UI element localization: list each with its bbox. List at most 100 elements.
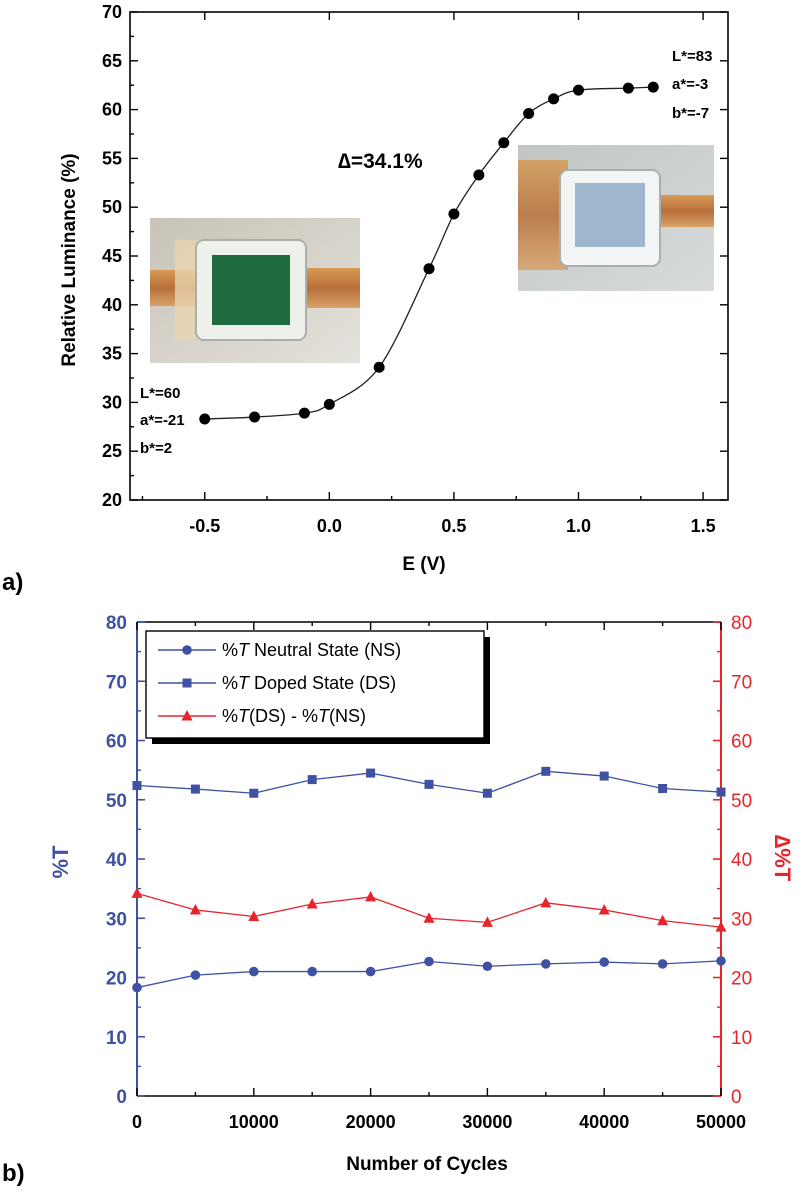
chart-a-ytick-label: 55 [102, 148, 122, 168]
chart-a-point [199, 413, 211, 425]
chart-a-ytick-label: 40 [102, 295, 122, 315]
chart-b-xtick-label: 10000 [229, 1112, 279, 1132]
chart-b-ytick-label-left: 70 [106, 672, 127, 693]
legend-label: %T Doped State (DS) [222, 673, 396, 693]
chart-b-point [366, 768, 376, 778]
chart-b-ytick-label-left: 30 [106, 909, 127, 930]
chart-b-point [715, 921, 727, 932]
chart-a-ytick-label: 20 [102, 490, 122, 510]
chart-b-point [482, 788, 492, 798]
chart-b-point [249, 788, 259, 798]
legend-marker [182, 678, 192, 688]
chart-b-xtick-label: 20000 [346, 1112, 396, 1132]
legend-label: %T Neutral State (NS) [222, 640, 401, 660]
chart-b-ytick-label-left: 80 [106, 613, 127, 634]
chart-a-xtick-label: -0.5 [189, 516, 220, 536]
chart-b-ytick-label-left: 20 [106, 969, 127, 990]
annotation-neutral-b: b*=2 [140, 440, 172, 457]
chart-b-ytick-label-right: 0 [731, 1087, 742, 1108]
chart-a-point [249, 411, 261, 423]
panel-label-a: a) [2, 569, 23, 596]
chart-a-ytick-label: 70 [102, 2, 122, 22]
chart-a-xtick-label: 0.5 [441, 516, 466, 536]
annotation-neutral-a: a*=-21 [140, 412, 185, 429]
chart-a-point [448, 208, 460, 220]
chart-b-point [190, 970, 201, 980]
chart-b-point [307, 966, 318, 977]
annotation-oxidized-b: b*=-7 [672, 105, 709, 122]
chart-b-point [657, 959, 668, 969]
legend-label: %T(DS) - %T(NS) [222, 706, 366, 726]
chart-b-ytick-label-right: 70 [731, 672, 752, 693]
chart-b-point [307, 775, 317, 785]
chart-a-point [473, 169, 485, 181]
legend-marker [181, 710, 193, 721]
chart-b-ytick-label-right: 10 [731, 1028, 752, 1049]
chart-b-ytick-label-right: 30 [731, 909, 752, 930]
chart-b-series-circle [132, 956, 726, 993]
legend-marker [182, 645, 192, 655]
chart-b-xlabel: Number of Cycles [346, 1154, 508, 1175]
chart-a-ytick-label: 25 [102, 441, 122, 461]
chart-b-ytick-label-right: 40 [731, 850, 752, 871]
chart-a-point [523, 108, 535, 120]
chart-a-ytick-label: 50 [102, 197, 122, 217]
chart-b-ytick-label-right: 80 [731, 613, 752, 634]
chart-a: 20 25 30 35 40 45 50 55 60 65 70 -0.5 0.0 0.5 1.0 1.5 R… [2, 2, 729, 596]
chart-b-point [131, 887, 143, 898]
chart-a-ytick-label: 45 [102, 246, 122, 266]
chart-b-point [189, 903, 201, 915]
chart-a-point [647, 81, 659, 93]
chart-b-ylabel-right: ∆%T [770, 835, 795, 882]
chart-b-point [365, 966, 376, 977]
chart-b-series-triangle [131, 887, 727, 932]
chart-b-point [599, 771, 609, 781]
chart-b-series [131, 766, 727, 993]
chart-b-point [190, 784, 200, 794]
chart-b-point [132, 781, 142, 791]
chart-b-ytick-label-left: 10 [106, 1028, 127, 1049]
chart-a-xtick-label: 0.0 [317, 516, 342, 536]
panel-label-b: b) [2, 1160, 25, 1187]
chart-b-xtick-label: 30000 [462, 1112, 512, 1132]
annotation-neutral-L: L*=60 [140, 385, 180, 402]
chart-b-point [541, 766, 551, 776]
chart-b-xtick-label: 50000 [696, 1112, 746, 1132]
chart-b-ytick-label-right: 50 [731, 791, 752, 812]
chart-b-point [423, 912, 435, 923]
chart-a-xtick-label: 1.5 [691, 516, 716, 536]
chart-a-ylabel: Relative Luminance (%) [59, 153, 80, 366]
chart-b-point [598, 903, 610, 915]
chart-a-data-points [199, 81, 659, 425]
chart-b-point [306, 898, 318, 909]
delta-annotation: ∆=34.1% [338, 150, 423, 173]
annotation-oxidized-a: a*=-3 [672, 76, 708, 93]
chart-a-ytick-label: 65 [102, 51, 122, 71]
chart-a-point [373, 361, 385, 373]
chart-b-point [716, 956, 726, 966]
photo-neutral-state-device [150, 218, 360, 363]
chart-b-ytick-label-right: 20 [731, 969, 752, 990]
chart-b-point [132, 982, 142, 993]
chart-b-point [249, 966, 259, 977]
chart-b-ytick-label-left: 0 [116, 1087, 127, 1108]
chart-b-point [424, 779, 434, 789]
photo-oxidized-state-device [518, 145, 714, 291]
chart-a-point [323, 398, 335, 410]
chart-b-xtick-label: 0 [132, 1112, 142, 1132]
chart-b-legend: %T Neutral State (NS) %T Doped State (DS)… [145, 630, 490, 744]
chart-a-xlabel: E (V) [402, 554, 445, 575]
chart-a-point [423, 263, 435, 275]
chart-b-point [540, 896, 552, 908]
chart-a-point [298, 407, 310, 419]
chart-b-point [482, 961, 493, 972]
chart-b-point [424, 956, 434, 967]
chart-b-point [481, 916, 493, 927]
chart-b-point [248, 910, 260, 921]
chart-a-ytick-label: 35 [102, 344, 122, 364]
chart-a-point [622, 82, 634, 94]
chart-a-axes: 20 25 30 35 40 45 50 55 60 65 70 -0.5 0.0 0.5 1.0 1.5 [102, 2, 729, 536]
chart-a-point [573, 84, 584, 96]
